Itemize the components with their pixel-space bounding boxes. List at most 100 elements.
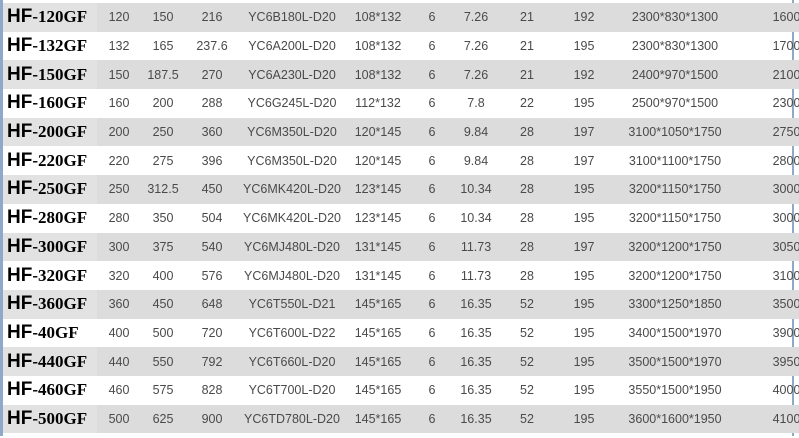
fuel-rate-cell: 195	[573, 96, 595, 111]
engine-model-cell: YC6MK420L-D20	[239, 175, 345, 204]
prime-kva-cell: 400	[152, 268, 174, 283]
table-row: HF-250GF 250 312.5 450 YC6MK420L-D20 123*145 6…	[3, 175, 799, 204]
dimensions-cell: 3300*1250*1850	[613, 289, 737, 319]
weight-cell: 1700	[772, 39, 799, 54]
model-prefix: HF	[7, 6, 33, 28]
bore-stroke-cell: 131*145	[345, 232, 411, 262]
table-row: HF-40GF 400 500 720 YC6T600L-D22 145*165 6 16.3…	[3, 319, 799, 348]
cylinders-cell: 6	[428, 153, 436, 168]
engine-model-cell: YC6M350L-D20	[239, 117, 345, 147]
fuel-rate-cell: 192	[555, 60, 613, 90]
prime-kva-cell: 375	[141, 232, 185, 262]
bore-stroke-cell: 123*145	[354, 211, 402, 226]
weight-cell: 4100	[737, 404, 799, 434]
prime-kw-cell: 150	[97, 60, 141, 90]
current-cell: 828	[201, 383, 223, 398]
current-cell: 360	[185, 117, 239, 147]
cylinders-cell: 6	[411, 117, 453, 147]
prime-kw-cell: 200	[97, 117, 141, 147]
displacement-cell: 10.34	[460, 211, 492, 226]
model-prefix: HF	[7, 407, 33, 429]
prime-kva-cell: 450	[141, 289, 185, 319]
fuel-rate-cell: 195	[555, 175, 613, 204]
table-row: HF-500GF 500 625 900 YC6TD780L-D20 145*165 6 16…	[3, 404, 799, 434]
prime-kw-cell: 280	[108, 211, 130, 226]
current-cell: 270	[185, 60, 239, 90]
weight-cell: 4000	[772, 383, 799, 398]
bore-stroke-cell: 112*132	[355, 96, 401, 111]
prime-kw-cell: 460	[108, 383, 130, 398]
displacement-cell: 10.34	[453, 175, 499, 204]
bore-stroke-cell: 120*145	[345, 117, 411, 147]
dimensions-cell: 3200*1200*1750	[628, 268, 722, 283]
model-suffix: -360GF	[32, 294, 88, 314]
displacement-cell: 11.73	[460, 268, 492, 283]
model-suffix: -440GF	[32, 351, 88, 371]
model-prefix: HF	[7, 178, 33, 200]
cylinders-cell: 6	[411, 404, 453, 434]
cylinders-cell: 6	[428, 325, 436, 340]
fuel-rate-cell: 195	[555, 404, 613, 434]
model-suffix: -150GF	[32, 64, 88, 84]
weight-cell: 3100	[772, 268, 799, 283]
dimensions-cell: 3200*1150*1750	[613, 175, 737, 204]
model-cell: HF-460GF	[3, 376, 97, 405]
model-cell: HF-200GF	[3, 117, 97, 147]
model-suffix: -280GF	[32, 208, 88, 228]
model-cell: HF-440GF	[3, 347, 97, 376]
dimensions-cell: 3500*1500*1970	[613, 347, 737, 376]
dimensions-cell: 3400*1500*1970	[628, 325, 722, 340]
bore-stroke-cell: 145*165	[354, 383, 402, 398]
model-prefix: HF	[7, 121, 33, 143]
current-cell: 792	[185, 347, 239, 376]
table-row: HF-300GF 300 375 540 YC6MJ480L-D20 131*145 6 11…	[3, 232, 799, 262]
fuel-consumption-cell: 21	[499, 3, 555, 32]
bore-stroke-cell: 145*165	[345, 347, 411, 376]
engine-model-cell: YC6G245L-D20	[247, 96, 337, 111]
model-suffix: -160GF	[32, 93, 88, 113]
weight-cell: 2100	[737, 60, 799, 90]
dimensions-cell: 3550*1500*1950	[628, 383, 722, 398]
model-cell: HF-132GF	[3, 32, 97, 61]
fuel-rate-cell: 195	[573, 325, 595, 340]
fuel-rate-cell: 195	[573, 383, 595, 398]
bore-stroke-cell: 131*145	[354, 268, 402, 283]
fuel-rate-cell: 195	[573, 211, 595, 226]
table-row: HF-150GF 150 187.5 270 YC6A230L-D20 108*132 6 7…	[3, 60, 799, 90]
current-cell: 288	[201, 96, 223, 111]
bore-stroke-cell: 123*145	[345, 175, 411, 204]
model-cell: HF-120GF	[3, 3, 97, 32]
fuel-consumption-cell: 28	[520, 268, 534, 283]
dimensions-cell: 2300*830*1300	[613, 3, 737, 32]
prime-kw-cell: 160	[108, 96, 130, 111]
fuel-rate-cell: 197	[573, 153, 595, 168]
model-cell: HF-160GF	[3, 89, 97, 118]
weight-cell: 1600	[737, 3, 799, 32]
cylinders-cell: 6	[428, 268, 436, 283]
current-cell: 237.6	[196, 39, 228, 54]
fuel-rate-cell: 192	[555, 3, 613, 32]
cylinders-cell: 6	[411, 289, 453, 319]
engine-model-cell: YC6T600L-D22	[248, 325, 336, 340]
model-suffix: -132GF	[32, 36, 88, 56]
weight-cell: 2300	[772, 96, 799, 111]
engine-model-cell: YC6T550L-D21	[239, 289, 345, 319]
current-cell: 720	[201, 325, 223, 340]
cylinders-cell: 6	[428, 211, 436, 226]
weight-cell: 3000	[772, 211, 799, 226]
model-suffix: -40GF	[32, 322, 79, 342]
bore-stroke-cell: 108*132	[354, 39, 402, 54]
cylinders-cell: 6	[411, 175, 453, 204]
current-cell: 396	[201, 153, 223, 168]
model-suffix: -460GF	[32, 380, 88, 400]
current-cell: 540	[185, 232, 239, 262]
table-row: HF-120GF 120 150 216 YC6B180L-D20 108*132 6 7.2…	[3, 3, 799, 32]
prime-kw-cell: 320	[108, 268, 130, 283]
model-prefix: HF	[7, 264, 33, 286]
prime-kw-cell: 120	[97, 3, 141, 32]
engine-model-cell: YC6T700L-D20	[248, 383, 336, 398]
model-suffix: -220GF	[32, 150, 88, 170]
fuel-consumption-cell: 52	[520, 383, 534, 398]
table-row: HF-460GF 460 575 828 YC6T700L-D20 145*165 6 16.…	[3, 376, 799, 405]
bore-stroke-cell: 108*132	[345, 3, 411, 32]
